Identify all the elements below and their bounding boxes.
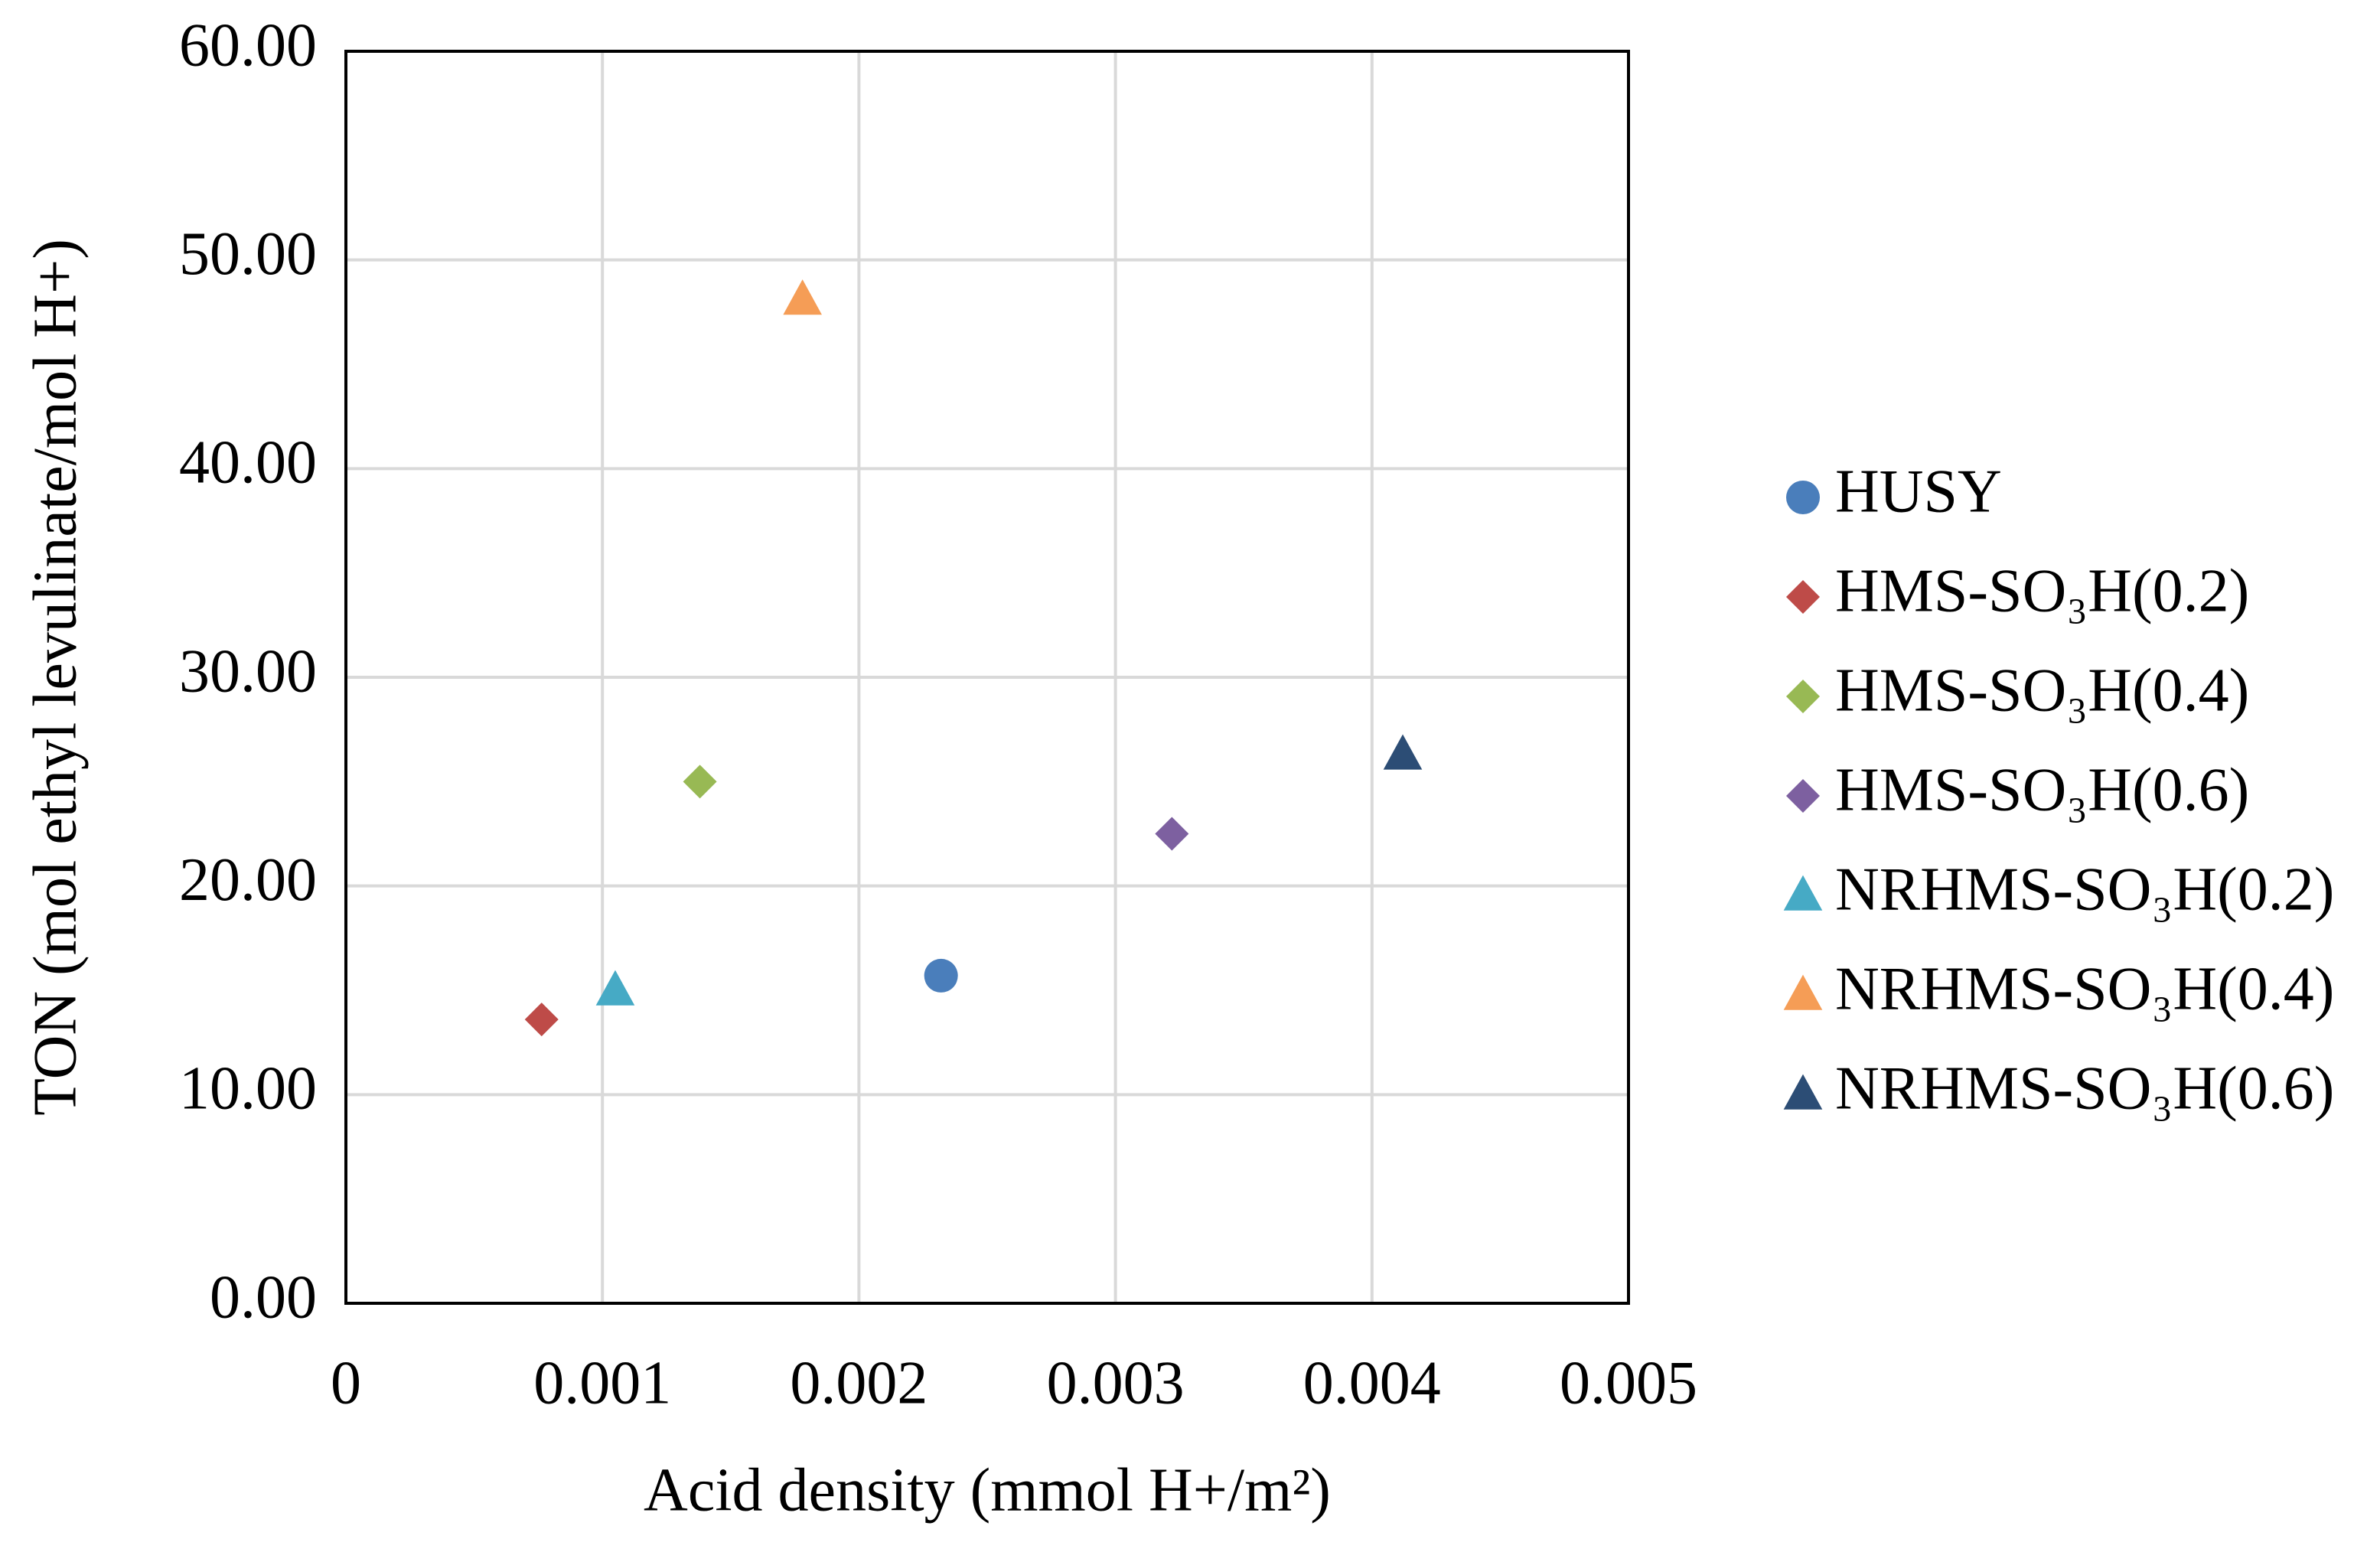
legend-marker [1786,580,1820,614]
x-tick-label: 0.002 [790,1349,928,1417]
y-tick-label: 40.00 [179,429,317,497]
data-point [783,279,822,315]
y-tick-label: 0.00 [210,1263,317,1331]
legend-label: NRHMS-SO₃H(0.2) [1835,856,2334,923]
legend-label: HMS-SO₃H(0.6) [1835,756,2249,823]
data-point [924,958,958,993]
legend-label: NRHMS-SO₃H(0.4) [1835,955,2334,1022]
data-point [595,970,635,1006]
y-tick-label: 10.00 [179,1055,317,1123]
x-tick-label: 0.003 [1047,1349,1185,1417]
legend-marker [1786,680,1820,713]
x-axis-title: Acid density (mmol H+/m²) [644,1456,1331,1524]
x-tick-label: 0 [331,1349,361,1417]
y-axis-title: TON (mol ethyl levulinate/mol H+) [21,239,89,1116]
legend-marker [1786,481,1820,514]
legend-marker [1783,1074,1823,1110]
y-tick-label: 60.00 [179,11,317,79]
x-tick-label: 0.001 [533,1349,671,1417]
data-point [1155,817,1189,851]
data-point [1383,734,1423,770]
y-tick-label: 50.00 [179,220,317,288]
legend-label: HUSY [1835,458,2002,525]
legend-marker [1783,974,1823,1010]
data-point [524,1003,559,1037]
legend-marker [1783,875,1823,911]
y-tick-label: 30.00 [179,637,317,705]
legend-marker [1786,779,1820,813]
legend-label: HMS-SO₃H(0.2) [1835,557,2249,624]
y-tick-label: 20.00 [179,846,317,914]
data-point [683,765,717,799]
x-tick-label: 0.005 [1560,1349,1697,1417]
plot-frame [344,50,1630,1305]
x-tick-label: 0.004 [1303,1349,1441,1417]
legend-label: NRHMS-SO₃H(0.6) [1835,1055,2334,1122]
legend-label: HMS-SO₃H(0.4) [1835,657,2249,724]
